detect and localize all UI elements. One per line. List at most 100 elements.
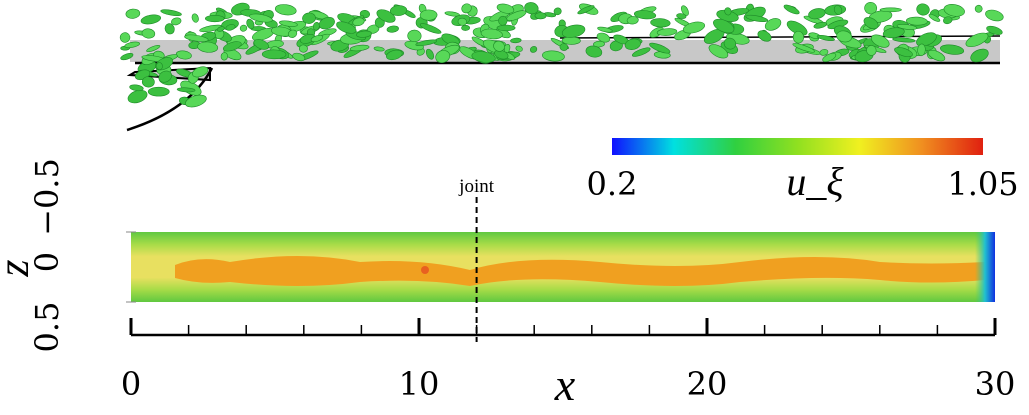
vortex-blob — [246, 18, 255, 30]
vortex-blob — [649, 42, 671, 54]
vortex-blob — [896, 23, 918, 30]
vortex-blob — [287, 29, 298, 38]
y-axis-label: z — [0, 259, 38, 277]
vortex-blob — [312, 21, 320, 31]
vortex-blob — [140, 14, 162, 25]
vortex-blob — [318, 16, 335, 30]
vortex-blob — [457, 17, 467, 26]
vortex-blob — [529, 46, 538, 53]
contour-field — [131, 232, 995, 302]
vortex-blob — [141, 28, 156, 39]
vortex-blob — [389, 5, 408, 16]
vortex-blob — [985, 9, 1004, 22]
vortex-blob — [894, 47, 913, 58]
vortex-blob — [943, 16, 953, 25]
vortex-blob — [524, 2, 539, 15]
vortex-blob — [386, 49, 403, 61]
vortex-blob — [863, 17, 879, 30]
vortex-blob — [585, 45, 603, 58]
vortex-blob — [239, 24, 248, 32]
vortex-blob — [222, 41, 242, 52]
vortex-blob — [813, 21, 828, 29]
vortex-blob — [292, 52, 306, 62]
vortex-blob — [633, 10, 657, 20]
vortex-blob — [141, 76, 155, 88]
vortex-blob — [146, 44, 161, 53]
vortex-blob — [225, 24, 236, 31]
vortex-blob — [120, 53, 134, 61]
vortex-blob — [164, 23, 175, 35]
vortex-blob — [435, 50, 451, 63]
vortex-blob — [125, 8, 141, 19]
vortex-blob — [171, 17, 182, 26]
vortex-blob — [493, 40, 505, 52]
vortex-blob — [129, 84, 144, 92]
vortex-blob — [682, 21, 706, 34]
vortex-blob — [870, 34, 890, 48]
vortex-blob — [597, 26, 613, 33]
vortex-blob — [419, 9, 438, 21]
vortex-blob — [461, 3, 472, 14]
vortex-blob — [461, 24, 471, 31]
vortex-blob — [158, 70, 172, 83]
vortex-blob — [577, 5, 595, 15]
vortex-blob — [632, 47, 651, 57]
joint-label: joint — [458, 176, 495, 197]
vortex-blob — [534, 12, 547, 20]
vortex-blob — [940, 44, 965, 55]
vortex-blob — [197, 41, 219, 53]
vortex-blob — [278, 20, 298, 27]
vortex-blob — [819, 49, 829, 56]
vortex-blob — [302, 12, 316, 24]
vortex-blob — [444, 11, 460, 17]
vortex-blob — [833, 5, 843, 15]
vortex-blob — [864, 1, 878, 15]
vortex-blob — [147, 86, 170, 97]
vortex-blob — [783, 4, 800, 15]
vortex-blob — [124, 41, 140, 49]
vortex-blob — [866, 45, 877, 56]
colorbar — [612, 138, 983, 155]
vortex-blob — [356, 30, 372, 38]
vortex-blob — [624, 38, 641, 50]
vortex-blob — [626, 16, 639, 25]
vortex-blob — [349, 44, 370, 52]
vortex-blob — [882, 27, 905, 39]
vortex-blob — [191, 13, 199, 23]
vortex-blob — [943, 4, 965, 17]
vortex-blob — [274, 4, 297, 16]
vortex-blob — [510, 37, 522, 44]
vortex-blob — [515, 45, 523, 52]
iso-surface-view — [119, 1, 1004, 132]
y-tick-label: −0.5 — [28, 158, 66, 236]
vortex-blob — [542, 50, 565, 62]
vortex-blob — [553, 7, 562, 16]
vortex-blob — [249, 13, 273, 23]
vortex-blob — [220, 52, 228, 61]
vortex-blob — [559, 43, 569, 51]
vortex-blob — [216, 26, 225, 32]
vortex-blob — [185, 94, 207, 108]
vortex-blob — [745, 14, 769, 23]
vortex-blob — [336, 21, 357, 34]
vortex-blob — [352, 17, 365, 27]
vortex-blob — [298, 44, 308, 53]
vortex-blob — [786, 20, 808, 36]
vortex-blob — [127, 89, 148, 104]
vortex-blob — [836, 30, 853, 43]
vortex-blob — [879, 7, 902, 13]
vortex-blob — [764, 18, 782, 31]
vortex-blob — [192, 66, 209, 78]
vortex-blob — [927, 49, 946, 62]
x-axis-label: x — [554, 359, 576, 410]
vortex-blob — [156, 62, 163, 70]
vortex-blob — [373, 46, 385, 52]
vortex-blob — [708, 44, 729, 59]
vortex-blob — [724, 7, 732, 16]
vortex-blob — [407, 29, 422, 43]
vortex-blob — [723, 37, 737, 50]
vortex-blob — [650, 18, 671, 28]
y-tick-label: 0 — [28, 252, 66, 272]
vortex-blob — [593, 40, 605, 48]
vortex-blob — [816, 35, 835, 41]
